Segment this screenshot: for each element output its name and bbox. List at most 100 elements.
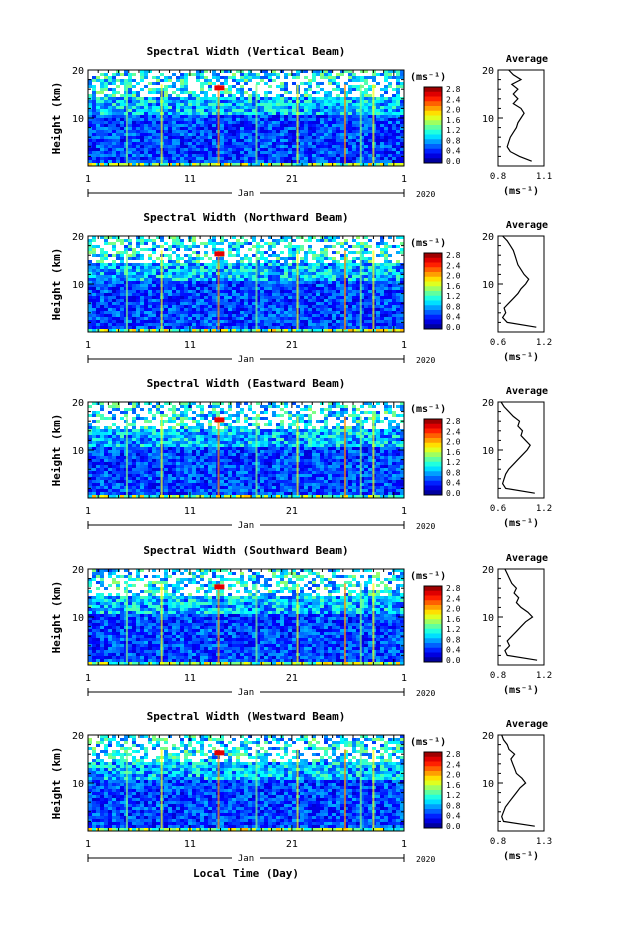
year-label: 2020: [416, 855, 435, 864]
heatmap-field: [88, 402, 404, 498]
y-tick-label: 10: [72, 779, 84, 790]
colorbar-tick-label: 0.4: [446, 646, 461, 655]
average-x-tick-label: 1.2: [536, 338, 552, 348]
x-tick-label: 21: [286, 506, 298, 517]
average-x-tick-label: 0.6: [490, 338, 506, 348]
y-tick-label: 20: [72, 731, 84, 742]
x-tick-label: 11: [184, 839, 196, 850]
month-label: Jan: [238, 189, 254, 199]
colorbar-unit-label: (ms⁻¹): [410, 404, 446, 415]
y-tick-label: 20: [72, 66, 84, 77]
x-tick-label: 11: [184, 506, 196, 517]
average-x-tick-label: 1.2: [536, 671, 552, 681]
average-y-tick-label: 10: [482, 280, 494, 291]
month-label: Jan: [238, 355, 254, 365]
colorbar-tick-label: 2.8: [446, 251, 461, 260]
average-x-tick-label: 1.3: [536, 837, 552, 847]
colorbar-tick-label: 0.0: [446, 822, 461, 831]
average-frame: [497, 734, 545, 832]
average-x-tick-label: 1.2: [536, 504, 552, 514]
average-x-axis-label: (ms⁻¹): [503, 186, 539, 197]
heatmap-field: [88, 236, 404, 332]
panel-title: Spectral Width (Northward Beam): [143, 211, 348, 224]
average-panel: Average 20 10 0.8 1.1 (ms⁻¹): [482, 54, 552, 197]
panel-title: Spectral Width (Southward Beam): [143, 544, 348, 557]
year-label: 2020: [416, 522, 435, 531]
y-axis-label: Height (km): [50, 248, 63, 321]
colorbar-tick-label: 0.0: [446, 656, 461, 665]
y-tick-label: 10: [72, 114, 84, 125]
colorbar-tick-label: 0.0: [446, 323, 461, 332]
colorbar-tick-label: 1.6: [446, 781, 461, 790]
y-tick-label: 20: [72, 565, 84, 576]
average-x-axis-label: (ms⁻¹): [503, 352, 539, 363]
colorbar-tick-label: 0.8: [446, 136, 461, 145]
year-label: 2020: [416, 190, 435, 199]
colorbar: [423, 418, 443, 496]
x-tick-label: 1: [85, 174, 91, 185]
x-tick-label: 21: [286, 174, 298, 185]
colorbar-tick-label: 2.4: [446, 760, 461, 769]
colorbar-tick-label: 0.8: [446, 468, 461, 477]
colorbar-tick-label: 0.4: [446, 147, 461, 156]
x-tick-label: 1: [85, 340, 91, 351]
average-y-tick-label: 20: [482, 731, 494, 742]
heatmap-field: [88, 735, 404, 831]
x-tick-label: 1: [85, 506, 91, 517]
colorbar-tick-label: 2.0: [446, 605, 461, 614]
colorbar-tick-label: 0.4: [446, 313, 461, 322]
colorbar-tick-label: 0.8: [446, 635, 461, 644]
colorbar-tick-label: 1.6: [446, 615, 461, 624]
x-tick-label: 1: [401, 673, 407, 684]
average-y-tick-label: 10: [482, 613, 494, 624]
colorbar: [423, 86, 443, 164]
colorbar-tick-label: 2.8: [446, 85, 461, 94]
panel-4: Spectral Width (Southward Beam) 20 10 Heigh…: [50, 544, 552, 698]
average-x-axis-label: (ms⁻¹): [503, 518, 539, 529]
panel-title: Spectral Width (Eastward Beam): [147, 377, 346, 390]
y-tick-label: 10: [72, 446, 84, 457]
heatmap-field: [88, 569, 404, 665]
average-profile-line: [504, 568, 538, 661]
colorbar-frame: [423, 86, 443, 164]
colorbar-tick-label: 1.6: [446, 116, 461, 125]
colorbar-tick-label: 1.6: [446, 448, 461, 457]
x-tick-label: 21: [286, 839, 298, 850]
average-x-tick-label: 0.6: [490, 504, 506, 514]
colorbar-tick-label: 2.0: [446, 771, 461, 780]
y-tick-label: 20: [72, 232, 84, 243]
colorbar-tick-label: 2.0: [446, 106, 461, 115]
average-x-axis-label: (ms⁻¹): [503, 851, 539, 862]
colorbar: [423, 751, 443, 829]
colorbar-unit-label: (ms⁻¹): [410, 72, 446, 83]
colorbar-tick-label: 2.4: [446, 594, 461, 603]
y-tick-label: 10: [72, 280, 84, 291]
colorbar-frame: [423, 252, 443, 330]
panel-title: Spectral Width (Westward Beam): [147, 710, 346, 723]
year-label: 2020: [416, 689, 435, 698]
x-tick-label: 1: [401, 174, 407, 185]
colorbar: [423, 252, 443, 330]
average-profile-line: [500, 401, 535, 494]
x-tick-label: 1: [401, 839, 407, 850]
average-frame: [497, 235, 545, 333]
colorbar-tick-label: 2.4: [446, 95, 461, 104]
panel-5: Spectral Width (Westward Beam) 20 10 Height…: [50, 710, 552, 880]
colorbar-tick-label: 0.4: [446, 812, 461, 821]
panel-title: Spectral Width (Vertical Beam): [147, 45, 346, 58]
average-y-tick-label: 20: [482, 66, 494, 77]
colorbar-frame: [423, 585, 443, 663]
average-title: Average: [506, 386, 548, 397]
colorbar-tick-label: 2.8: [446, 417, 461, 426]
y-axis-label: Height (km): [50, 581, 63, 654]
panel-2: Spectral Width (Northward Beam) 20 10 Heigh…: [50, 211, 552, 365]
month-label: Jan: [238, 688, 254, 698]
colorbar-unit-label: (ms⁻¹): [410, 737, 446, 748]
average-x-tick-label: 0.8: [490, 671, 506, 681]
average-profile-line: [501, 734, 535, 827]
average-y-tick-label: 20: [482, 232, 494, 243]
y-axis-label: Height (km): [50, 82, 63, 155]
x-tick-label: 11: [184, 673, 196, 684]
colorbar-tick-label: 1.2: [446, 292, 461, 301]
average-profile-line: [501, 235, 537, 328]
